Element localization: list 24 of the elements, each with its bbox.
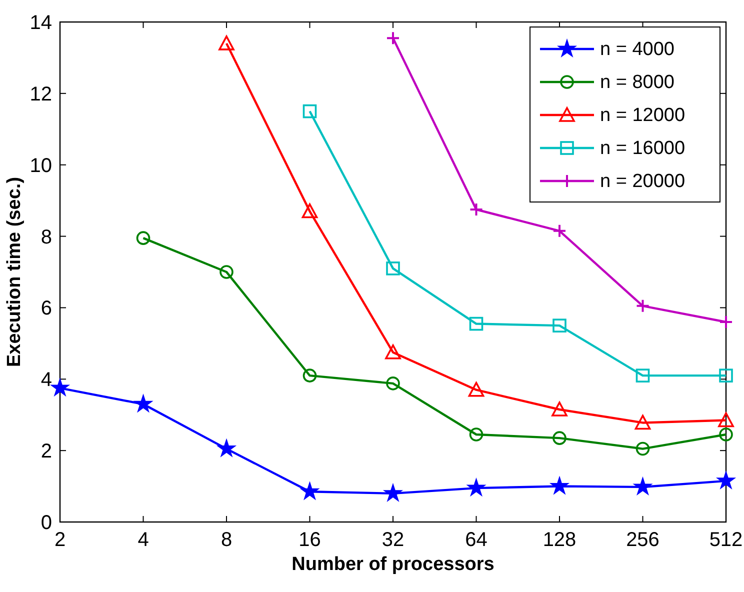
x-tick-label: 16 — [298, 529, 321, 551]
y-tick-label: 4 — [40, 369, 52, 392]
legend-label: n = 16000 — [600, 138, 686, 159]
y-tick-label: 10 — [30, 154, 52, 177]
legend-label: n = 4000 — [600, 39, 674, 60]
legend-label: n = 20000 — [600, 171, 686, 192]
x-tick-label: 128 — [542, 529, 576, 551]
x-tick-label: 64 — [465, 529, 488, 551]
legend-label: n = 12000 — [600, 105, 686, 126]
y-tick-label: 6 — [40, 298, 52, 320]
y-axis-title: Execution time (sec.) — [4, 176, 25, 368]
legend-label: n = 8000 — [600, 72, 674, 93]
x-tick-label: 8 — [220, 529, 232, 551]
x-tick-label: 512 — [709, 529, 743, 551]
x-axis-title: Number of processors — [292, 554, 494, 575]
y-tick-label: 12 — [30, 83, 52, 106]
x-tick-label: 256 — [626, 529, 660, 551]
y-tick-label: 2 — [40, 440, 52, 463]
x-tick-label: 32 — [382, 529, 404, 551]
x-tick-label: 4 — [138, 529, 149, 551]
y-tick-label: 14 — [30, 12, 52, 34]
x-tick-label: 2 — [54, 529, 66, 551]
y-tick-label: 8 — [40, 226, 52, 248]
y-tick-label: 0 — [40, 512, 52, 534]
